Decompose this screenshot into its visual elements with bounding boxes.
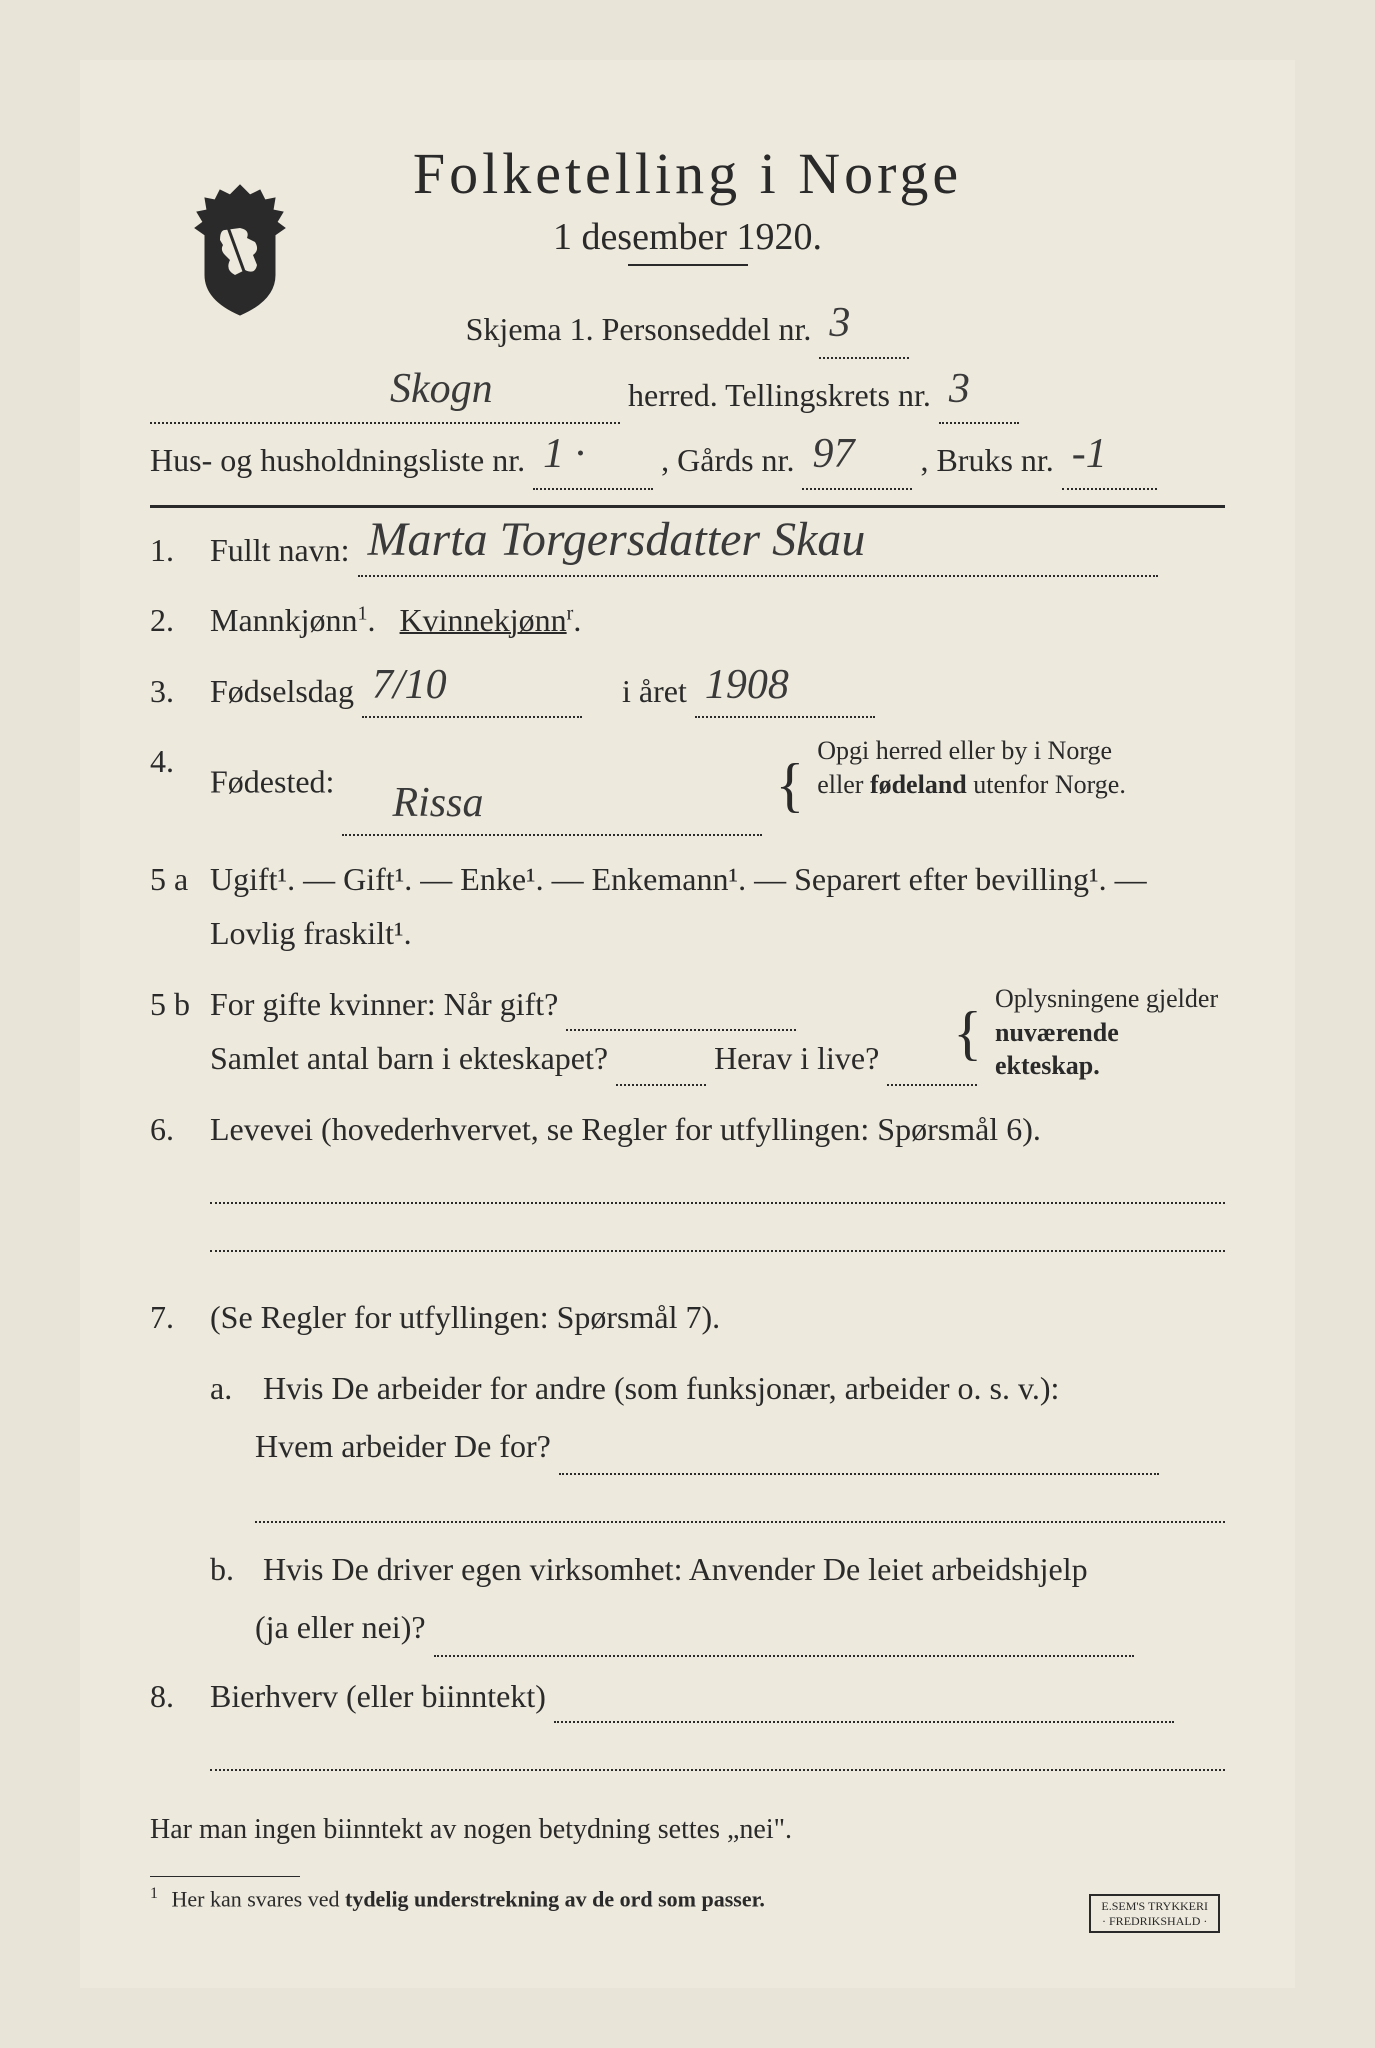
- form-header: Folketelling i Norge 1 desember 1920.: [150, 140, 1225, 266]
- footnote: 1 Her kan svares ved tydelig understrekn…: [150, 1885, 1225, 1912]
- q5b-note: Oplysningene gjelder nuværende ekteskap.: [995, 982, 1225, 1083]
- q2-female: Kvinnekjønn: [400, 602, 567, 638]
- question-5a: 5 a Ugift¹. — Gift¹. — Enke¹. — Enkemann…: [150, 852, 1225, 961]
- year-field: 1908: [695, 716, 875, 718]
- question-4: 4. Fødested: Rissa { Opgi herred eller b…: [150, 734, 1225, 836]
- schema-label: Skjema 1. Personseddel nr.: [466, 311, 812, 347]
- q2-number: 2.: [150, 593, 210, 647]
- birthplace-value: Rissa: [392, 768, 483, 839]
- q4-note: Opgi herred eller by i Norge eller fødel…: [817, 734, 1147, 802]
- footnote-divider: [150, 1876, 300, 1877]
- q5a-text: Ugift¹. — Gift¹. — Enke¹. — Enkemann¹. —…: [210, 861, 1147, 897]
- household-prefix: Hus- og husholdningsliste nr.: [150, 442, 525, 478]
- birthday-field: 7/10: [362, 716, 582, 718]
- q8-field: [554, 1721, 1174, 1723]
- year-value: 1908: [705, 650, 789, 721]
- q4-label: Fødested:: [210, 763, 334, 799]
- q3-year-label: i året: [622, 673, 687, 709]
- question-3: 3. Fødselsdag 7/10 i året 1908: [150, 664, 1225, 718]
- q3-number: 3.: [150, 664, 210, 718]
- q1-label: Fullt navn:: [210, 532, 350, 568]
- q7a-text2: Hvem arbeider De for?: [255, 1428, 551, 1464]
- q7-number: 7.: [150, 1290, 210, 1344]
- gards-field: 97: [802, 488, 912, 490]
- bottom-note: Har man ingen biinntekt av nogen betydni…: [150, 1814, 1225, 1846]
- question-7b: b. Hvis De driver egen virksomhet: Anven…: [210, 1541, 1225, 1656]
- birthday-value: 7/10: [372, 650, 447, 721]
- personseddel-value: 3: [829, 286, 850, 362]
- herred-line: Skogn herred. Tellingskrets nr. 3: [150, 367, 1225, 425]
- birthplace-field: Rissa: [342, 834, 762, 836]
- name-field: Marta Torgersdatter Skau: [358, 575, 1158, 577]
- q6-line1: [210, 1174, 1225, 1204]
- q5b-label: For gifte kvinner: Når gift?: [210, 986, 558, 1022]
- brace-icon-2: {: [953, 982, 982, 1084]
- q6-label: Levevei (hovederhvervet, se Regler for u…: [210, 1111, 1041, 1147]
- q5a-text2: Lovlig fraskilt¹.: [210, 915, 412, 951]
- bruks-field: -1: [1062, 488, 1157, 490]
- schema-line: Skjema 1. Personseddel nr. 3: [150, 301, 1225, 359]
- coat-of-arms-icon: [185, 180, 295, 320]
- question-6: 6. Levevei (hovederhvervet, se Regler fo…: [150, 1102, 1225, 1270]
- q7b-letter: b.: [210, 1541, 255, 1599]
- list-nr-field: 1 ·: [533, 488, 653, 490]
- marriage-year-field: [566, 1029, 796, 1031]
- title-underline: [628, 264, 748, 266]
- q7a-letter: a.: [210, 1360, 255, 1418]
- question-8: 8. Bierhverv (eller biinntekt): [150, 1669, 1225, 1789]
- question-7: 7. (Se Regler for utfyllingen: Spørsmål …: [150, 1290, 1225, 1344]
- form-title: Folketelling i Norge: [150, 140, 1225, 207]
- q6-number: 6.: [150, 1102, 210, 1270]
- personseddel-field: 3: [819, 357, 909, 359]
- bruks-value: -1: [1072, 417, 1107, 493]
- q5b-children-label: Samlet antal barn i ekteskapet?: [210, 1040, 608, 1076]
- form-date: 1 desember 1920.: [150, 215, 1225, 259]
- household-line: Hus- og husholdningsliste nr. 1 · , Gård…: [150, 432, 1225, 490]
- q7b-text2: (ja eller nei)?: [255, 1609, 426, 1645]
- gards-value: 97: [812, 417, 854, 493]
- krets-field: 3: [939, 422, 1019, 424]
- list-nr-value: 1 ·: [543, 417, 585, 493]
- q5b-number: 5 b: [150, 977, 210, 1086]
- q7a-text: Hvis De arbeider for andre (som funksjon…: [263, 1370, 1059, 1406]
- q7-label: (Se Regler for utfyllingen: Spørsmål 7).: [210, 1299, 720, 1335]
- herred-label: herred. Tellingskrets nr.: [628, 377, 931, 413]
- name-value: Marta Torgersdatter Skau: [368, 499, 866, 581]
- question-1: 1. Fullt navn: Marta Torgersdatter Skau: [150, 523, 1225, 577]
- q6-line2: [210, 1222, 1225, 1252]
- children-field: [616, 1084, 706, 1086]
- q4-number: 4.: [150, 734, 210, 836]
- q8-number: 8.: [150, 1669, 210, 1789]
- bruks-label: , Bruks nr.: [920, 442, 1053, 478]
- q3-label: Fødselsdag: [210, 673, 354, 709]
- question-2: 2. Mannkjønn1. Kvinnekjønnr.: [150, 593, 1225, 647]
- q7a-line2: [255, 1493, 1225, 1523]
- q8-label: Bierhverv (eller biinntekt): [210, 1678, 546, 1714]
- q7b-field: [434, 1655, 1134, 1657]
- alive-field: [887, 1084, 977, 1086]
- question-5b: 5 b For gifte kvinner: Når gift? { Oplys…: [150, 977, 1225, 1086]
- question-7a: a. Hvis De arbeider for andre (som funks…: [210, 1360, 1225, 1523]
- q1-number: 1.: [150, 523, 210, 577]
- gards-label: , Gårds nr.: [661, 442, 794, 478]
- q2-male: Mannkjønn: [210, 602, 358, 638]
- q5b-alive-label: Herav i live?: [714, 1040, 879, 1076]
- printer-stamp: E.SEM'S TRYKKERI· FREDRIKSHALD ·: [1089, 1894, 1220, 1933]
- herred-value: Skogn: [390, 352, 493, 428]
- krets-value: 3: [949, 352, 970, 428]
- brace-icon: {: [775, 734, 804, 836]
- q8-line2: [210, 1741, 1225, 1771]
- census-form: Folketelling i Norge 1 desember 1920. Sk…: [80, 60, 1295, 1988]
- q7a-field: [559, 1473, 1159, 1475]
- q5a-number: 5 a: [150, 852, 210, 961]
- q7b-text: Hvis De driver egen virksomhet: Anvender…: [263, 1551, 1088, 1587]
